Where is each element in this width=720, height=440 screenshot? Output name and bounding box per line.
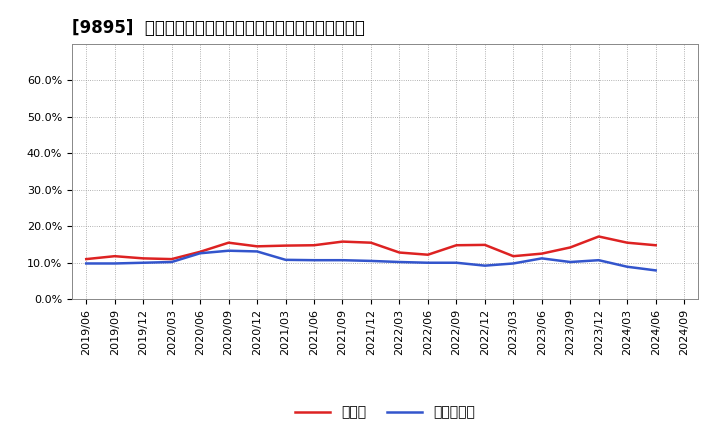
現頑金 (623, 240, 631, 246)
有利子負債 (366, 258, 375, 264)
Line: 現頑金: 現頑金 (86, 236, 656, 259)
有利子負債 (310, 257, 318, 263)
現頑金 (566, 245, 575, 250)
現頑金 (253, 244, 261, 249)
現頑金 (82, 257, 91, 262)
有利子負債 (652, 268, 660, 273)
有利子負債 (196, 251, 204, 256)
現頑金 (282, 243, 290, 248)
現頑金 (652, 242, 660, 248)
Text: [9895]  現頑金、有利子負債の総資産に対する比率の推移: [9895] 現頑金、有利子負債の総資産に対する比率の推移 (72, 19, 365, 37)
現頑金 (452, 242, 461, 248)
現頑金 (167, 257, 176, 262)
有利子負債 (595, 257, 603, 263)
現頑金 (509, 253, 518, 259)
現頑金 (423, 252, 432, 257)
有利子負債 (623, 264, 631, 269)
現頑金 (338, 239, 347, 244)
有利子負債 (537, 256, 546, 261)
有利子負債 (282, 257, 290, 263)
現頑金 (395, 250, 404, 255)
有利子負債 (480, 263, 489, 268)
現頑金 (196, 249, 204, 254)
有利子負債 (452, 260, 461, 265)
Line: 有利子負債: 有利子負債 (86, 251, 656, 271)
Legend: 現頑金, 有利子負債: 現頑金, 有利子負債 (290, 400, 480, 425)
現頑金 (110, 253, 119, 259)
現頑金 (480, 242, 489, 248)
有利子負債 (566, 259, 575, 264)
有利子負債 (225, 248, 233, 253)
有利子負債 (110, 261, 119, 266)
有利子負債 (395, 259, 404, 264)
有利子負債 (509, 261, 518, 266)
有利子負債 (167, 259, 176, 264)
現頑金 (310, 242, 318, 248)
有利子負債 (423, 260, 432, 265)
有利子負債 (338, 257, 347, 263)
有利子負債 (139, 260, 148, 265)
有利子負債 (82, 261, 91, 266)
現頑金 (225, 240, 233, 246)
現頑金 (139, 256, 148, 261)
有利子負債 (253, 249, 261, 254)
現頑金 (595, 234, 603, 239)
現頑金 (366, 240, 375, 246)
現頑金 (537, 251, 546, 256)
